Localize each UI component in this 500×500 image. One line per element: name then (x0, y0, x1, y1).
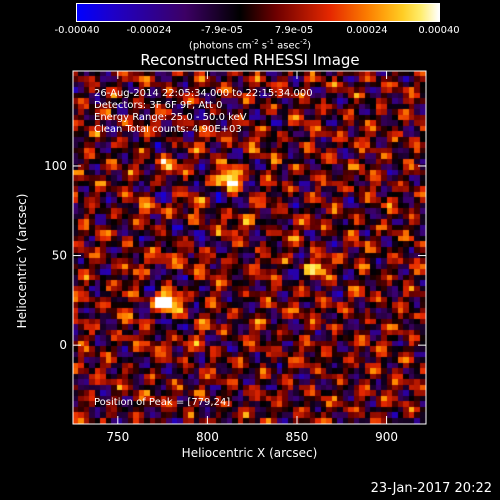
colorbar-tick-label: -0.00024 (126, 25, 172, 36)
units-exponent: -1 (267, 38, 274, 46)
plot-timestamp: 23-Jan-2017 20:22 (370, 481, 492, 496)
y-axis-label: Heliocentric Y (arcsec) (15, 193, 29, 329)
x-axis-label: Heliocentric X (arcsec) (181, 446, 318, 460)
units-text: ) (307, 40, 312, 52)
annotation-peak-position: Position of Peak = [779,24] (94, 397, 231, 408)
plot-frame (72, 70, 427, 425)
colorbar (76, 3, 440, 22)
units-exponent: -2 (251, 38, 259, 46)
units-text: asec (274, 40, 301, 52)
colorbar-tick-label: -0.00040 (54, 25, 100, 36)
units-text: s (258, 40, 268, 52)
annotation-clean: Clean Total counts: 4.90E+03 (94, 124, 242, 135)
colorbar-units: (photons cm-2 s-1 asec-2) (0, 38, 500, 51)
annotation-time-range: 26-Aug-2014 22:05:34.000 to 22:15:34.000 (94, 88, 313, 99)
colorbar-tick-label: 7.9e-05 (274, 25, 314, 36)
colorbar-tick-label: 0.00040 (418, 25, 460, 36)
y-tick-label: 0 (59, 338, 67, 352)
annotation-detectors: Detectors: 3F 6F 9F, Att 0 (94, 100, 223, 111)
x-tick-label: 900 (375, 430, 398, 444)
plot-area: 26-Aug-2014 22:05:34.000 to 22:15:34.000… (73, 71, 426, 424)
y-tick-label: 100 (44, 159, 67, 173)
x-tick-label: 850 (286, 430, 309, 444)
y-tick-label: 50 (52, 249, 67, 263)
units-exponent: -2 (300, 38, 308, 46)
units-text: (photons cm (188, 40, 252, 52)
annotation-energy: Energy Range: 25.0 - 50.0 keV (94, 112, 247, 123)
colorbar-tick-label: -7.9e-05 (201, 25, 243, 36)
chart-title: Reconstructed RHESSI Image (140, 51, 360, 69)
x-tick-label: 800 (196, 430, 219, 444)
colorbar-tick-label: 0.00024 (346, 25, 388, 36)
x-tick-label: 750 (106, 430, 129, 444)
heatmap-image (73, 71, 426, 424)
